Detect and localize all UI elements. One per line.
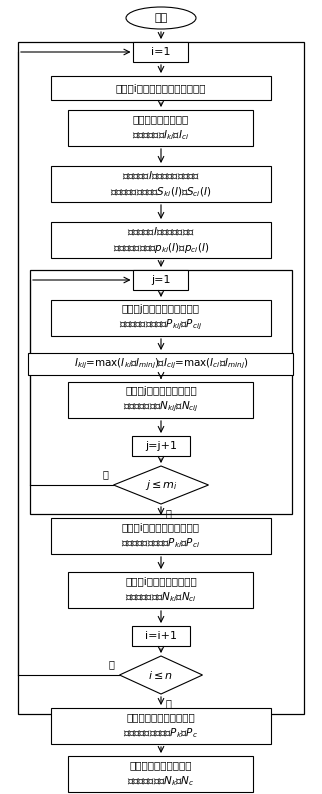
Text: 否: 否 [166,698,172,708]
Text: 计算类i馈线及承力索遇受雷
直击的综合平均概率$P_{ki}$、$P_{ci}$: 计算类i馈线及承力索遇受雷 直击的综合平均概率$P_{ki}$、$P_{ci}$ [121,522,201,550]
FancyBboxPatch shape [51,222,271,258]
FancyBboxPatch shape [69,572,253,608]
Text: i=1: i=1 [151,47,171,57]
Text: 计算雷电流$I$下馈线及承力索
遇受雷直击的概率$p_{ki}(I)$、$p_{ci}(I)$: 计算雷电流$I$下馈线及承力索 遇受雷直击的概率$p_{ki}(I)$、$p_{… [113,225,209,255]
FancyBboxPatch shape [69,382,253,418]
Text: j=1: j=1 [151,275,171,285]
FancyBboxPatch shape [51,708,271,744]
Text: 否: 否 [166,508,172,518]
Text: $j\leq m_i$: $j\leq m_i$ [145,478,177,492]
Text: 是: 是 [109,659,114,669]
Text: 计算全线馈线及承力索遇
受雷直击的综合概率$P_k$、$P_c$: 计算全线馈线及承力索遇 受雷直击的综合概率$P_k$、$P_c$ [124,712,198,740]
FancyBboxPatch shape [69,110,253,146]
Text: j=j+1: j=j+1 [145,441,177,451]
FancyBboxPatch shape [29,353,293,375]
Text: 计算馈线及承力索直
击雷耐雷水平$I_{ki}$、$I_{ci}$: 计算馈线及承力索直 击雷耐雷水平$I_{ki}$、$I_{ci}$ [132,114,190,142]
FancyBboxPatch shape [134,270,188,290]
FancyBboxPatch shape [51,166,271,202]
Text: 计算第j档距馈线及承力索
年直击雷跳闸率$N_{kij}$、$N_{cij}$: 计算第j档距馈线及承力索 年直击雷跳闸率$N_{kij}$、$N_{cij}$ [123,386,199,414]
Text: 计算类i馈线及承力索年平
均直击雷跳闸率$N_{ki}$、$N_{ci}$: 计算类i馈线及承力索年平 均直击雷跳闸率$N_{ki}$、$N_{ci}$ [125,576,197,604]
FancyBboxPatch shape [51,300,271,336]
Text: $i\leq n$: $i\leq n$ [148,669,174,681]
FancyBboxPatch shape [51,518,271,554]
Text: 开始: 开始 [154,13,168,23]
Text: 计算全线馈线及承力索
年直击雷跳闸率$N_k$、$N_c$: 计算全线馈线及承力索 年直击雷跳闸率$N_k$、$N_c$ [127,760,195,788]
Polygon shape [119,656,203,694]
FancyBboxPatch shape [134,42,188,62]
Text: 计算雷电流$I$下馈线及承力索暴露
弧面的垂直投影面积$S_{ki}(I)$、$S_{ci}(I)$: 计算雷电流$I$下馈线及承力索暴露 弧面的垂直投影面积$S_{ki}(I)$、$… [110,169,212,198]
Text: 计算第j档距馈线及承力索遇
受雷直击的综合概率$P_{kij}$、$P_{cij}$: 计算第j档距馈线及承力索遇 受雷直击的综合概率$P_{kij}$、$P_{cij… [119,304,203,332]
Text: 是: 是 [103,469,109,479]
Text: i=i+1: i=i+1 [145,631,177,641]
FancyBboxPatch shape [132,626,190,646]
Polygon shape [113,466,209,504]
Text: $I_{kij}$=max($I_{ki}$，$I_{minj}$)，$I_{cij}$=max($I_{ci}$，$I_{minj}$): $I_{kij}$=max($I_{ki}$，$I_{minj}$)，$I_{c… [74,357,248,372]
FancyBboxPatch shape [69,756,253,792]
FancyBboxPatch shape [51,76,271,100]
FancyBboxPatch shape [132,436,190,456]
Text: 建立类i一个档距的三维雷击模型: 建立类i一个档距的三维雷击模型 [116,83,206,93]
